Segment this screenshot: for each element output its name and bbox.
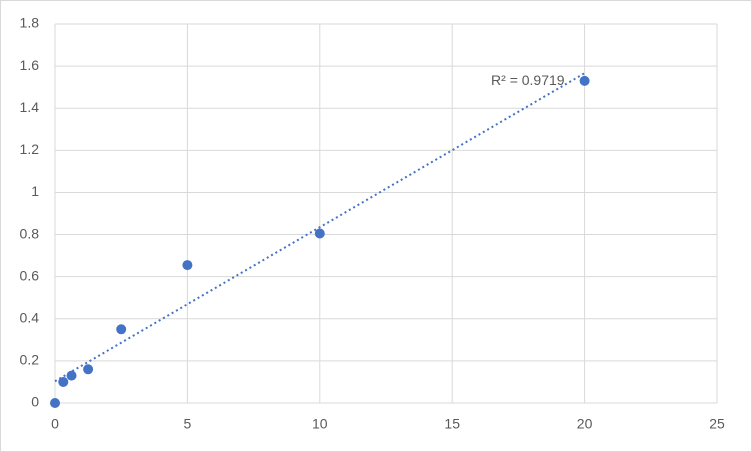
data-point bbox=[66, 370, 77, 381]
data-point bbox=[116, 324, 127, 335]
data-point bbox=[579, 75, 590, 86]
trendline bbox=[54, 72, 586, 383]
y-tick-label: 1.8 bbox=[20, 15, 40, 31]
x-tick-label: 10 bbox=[312, 416, 328, 432]
y-tick-label: 1 bbox=[31, 183, 39, 199]
data-point bbox=[50, 398, 60, 408]
data-point bbox=[314, 228, 325, 239]
x-tick-label: 5 bbox=[184, 416, 192, 432]
data-point bbox=[182, 260, 193, 271]
y-tick-label: 0.6 bbox=[20, 267, 40, 283]
y-tick-label: 0 bbox=[31, 394, 39, 410]
x-tick-label: 15 bbox=[444, 416, 460, 432]
y-tick-label: 0.8 bbox=[20, 225, 40, 241]
data-point bbox=[58, 376, 69, 387]
x-tick-label: 0 bbox=[51, 416, 59, 432]
data-point bbox=[83, 364, 94, 375]
y-tick-label: 1.4 bbox=[20, 99, 40, 115]
y-tick-label: 1.2 bbox=[20, 141, 40, 157]
y-tick-label: 0.4 bbox=[20, 309, 40, 325]
trendline-label: R² = 0.9719 bbox=[491, 72, 565, 88]
y-tick-label: 1.6 bbox=[20, 57, 40, 73]
x-tick-label: 20 bbox=[577, 416, 593, 432]
y-tick-label: 0.2 bbox=[20, 352, 40, 368]
x-tick-label: 25 bbox=[709, 416, 725, 432]
